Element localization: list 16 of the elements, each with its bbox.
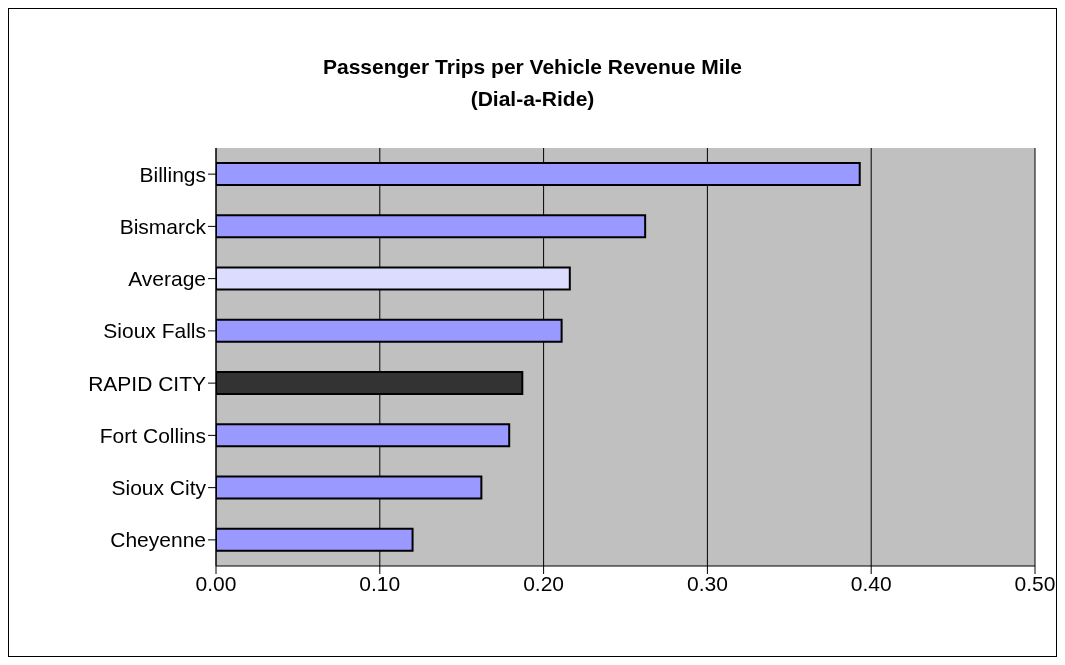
y-tick-label: Billings xyxy=(139,162,206,186)
y-tick-label: Average xyxy=(128,267,206,291)
x-tick-label: 0.20 xyxy=(523,571,565,595)
y-tick-label: Fort Collins xyxy=(99,423,206,447)
y-tick-label: Sioux Falls xyxy=(103,319,206,343)
y-tick-label: Cheyenne xyxy=(110,528,206,552)
x-tick-label: 0.50 xyxy=(1014,571,1056,595)
y-tick-label: Sioux City xyxy=(111,476,207,500)
y-tick-label: Bismarck xyxy=(119,214,207,238)
chart-title: Passenger Trips per Vehicle Revenue Mile xyxy=(322,54,743,80)
chart-subtitle: (Dial-a-Ride) xyxy=(469,86,596,112)
x-tick-label: 0.10 xyxy=(359,571,401,595)
x-tick-label: 0.30 xyxy=(686,571,728,595)
x-tick-label: 0.40 xyxy=(850,571,892,595)
y-tick-label: RAPID CITY xyxy=(88,371,206,395)
x-tick-label: 0.00 xyxy=(195,571,237,595)
